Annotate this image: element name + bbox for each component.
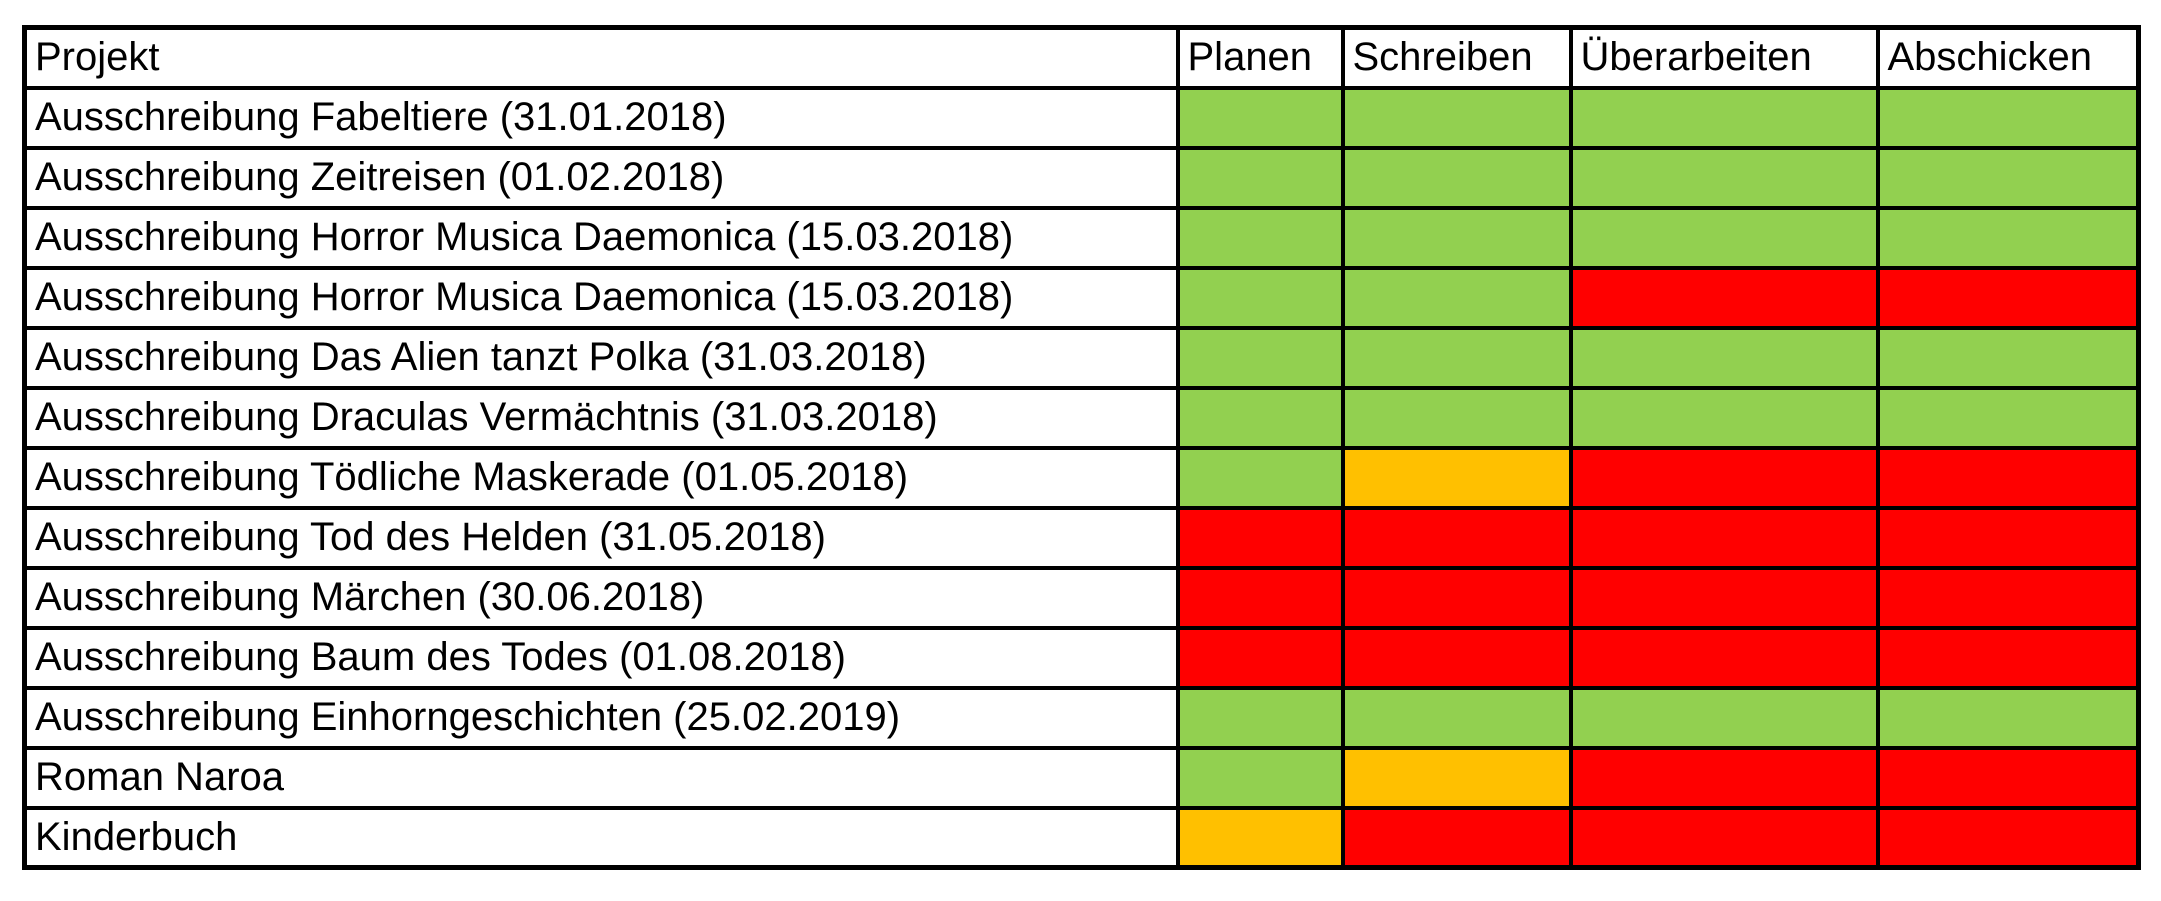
status-cell-schreiben bbox=[1340, 325, 1573, 390]
status-cell-schreiben bbox=[1340, 685, 1573, 750]
status-cell-planen bbox=[1175, 745, 1345, 810]
status-cell-abschicken bbox=[1875, 385, 2141, 450]
status-cell-ueberarbeiten bbox=[1568, 565, 1880, 630]
status-cell-schreiben bbox=[1340, 745, 1573, 810]
project-cell: Ausschreibung Das Alien tanzt Polka (31.… bbox=[22, 325, 1180, 390]
column-header-projekt: Projekt bbox=[22, 25, 1180, 90]
project-status-table-container: Projekt Planen Schreiben Überarbeiten Ab… bbox=[22, 25, 2141, 870]
project-cell: Ausschreibung Zeitreisen (01.02.2018) bbox=[22, 145, 1180, 210]
column-header-planen: Planen bbox=[1175, 25, 1345, 90]
table-row: Ausschreibung Märchen (30.06.2018) bbox=[22, 565, 2141, 630]
status-cell-ueberarbeiten bbox=[1568, 145, 1880, 210]
status-cell-abschicken bbox=[1875, 505, 2141, 570]
column-header-schreiben: Schreiben bbox=[1340, 25, 1573, 90]
status-cell-schreiben bbox=[1340, 805, 1573, 870]
status-cell-abschicken bbox=[1875, 205, 2141, 270]
project-cell: Ausschreibung Horror Musica Daemonica (1… bbox=[22, 265, 1180, 330]
status-cell-planen bbox=[1175, 685, 1345, 750]
status-cell-planen bbox=[1175, 85, 1345, 150]
status-cell-schreiben bbox=[1340, 385, 1573, 450]
column-header-ueberarbeiten: Überarbeiten bbox=[1568, 25, 1880, 90]
table-row: Roman Naroa bbox=[22, 745, 2141, 810]
table-row: Ausschreibung Fabeltiere (31.01.2018) bbox=[22, 85, 2141, 150]
status-cell-ueberarbeiten bbox=[1568, 205, 1880, 270]
status-cell-ueberarbeiten bbox=[1568, 385, 1880, 450]
status-cell-planen bbox=[1175, 505, 1345, 570]
project-cell: Ausschreibung Einhorngeschichten (25.02.… bbox=[22, 685, 1180, 750]
status-cell-schreiben bbox=[1340, 625, 1573, 690]
status-cell-planen bbox=[1175, 445, 1345, 510]
project-cell: Ausschreibung Fabeltiere (31.01.2018) bbox=[22, 85, 1180, 150]
status-cell-schreiben bbox=[1340, 505, 1573, 570]
project-status-table: Projekt Planen Schreiben Überarbeiten Ab… bbox=[22, 25, 2141, 870]
table-row: Ausschreibung Horror Musica Daemonica (1… bbox=[22, 265, 2141, 330]
table-row: Ausschreibung Einhorngeschichten (25.02.… bbox=[22, 685, 2141, 750]
status-cell-abschicken bbox=[1875, 325, 2141, 390]
status-cell-abschicken bbox=[1875, 265, 2141, 330]
status-cell-abschicken bbox=[1875, 145, 2141, 210]
project-cell: Ausschreibung Baum des Todes (01.08.2018… bbox=[22, 625, 1180, 690]
table-row: Ausschreibung Tod des Helden (31.05.2018… bbox=[22, 505, 2141, 570]
status-cell-planen bbox=[1175, 805, 1345, 870]
status-cell-abschicken bbox=[1875, 445, 2141, 510]
table-row: Ausschreibung Horror Musica Daemonica (1… bbox=[22, 205, 2141, 270]
status-cell-schreiben bbox=[1340, 145, 1573, 210]
status-cell-abschicken bbox=[1875, 745, 2141, 810]
status-cell-schreiben bbox=[1340, 265, 1573, 330]
table-row: Ausschreibung Tödliche Maskerade (01.05.… bbox=[22, 445, 2141, 510]
status-cell-ueberarbeiten bbox=[1568, 745, 1880, 810]
status-cell-abschicken bbox=[1875, 805, 2141, 870]
column-header-abschicken: Abschicken bbox=[1875, 25, 2141, 90]
table-row: Kinderbuch bbox=[22, 805, 2141, 870]
project-cell: Kinderbuch bbox=[22, 805, 1180, 870]
status-cell-ueberarbeiten bbox=[1568, 625, 1880, 690]
status-cell-schreiben bbox=[1340, 85, 1573, 150]
status-cell-planen bbox=[1175, 565, 1345, 630]
status-cell-ueberarbeiten bbox=[1568, 805, 1880, 870]
status-cell-abschicken bbox=[1875, 625, 2141, 690]
project-cell: Ausschreibung Draculas Vermächtnis (31.0… bbox=[22, 385, 1180, 450]
project-cell: Ausschreibung Horror Musica Daemonica (1… bbox=[22, 205, 1180, 270]
status-cell-ueberarbeiten bbox=[1568, 265, 1880, 330]
status-cell-ueberarbeiten bbox=[1568, 505, 1880, 570]
status-cell-planen bbox=[1175, 145, 1345, 210]
status-cell-ueberarbeiten bbox=[1568, 85, 1880, 150]
status-cell-planen bbox=[1175, 265, 1345, 330]
status-cell-planen bbox=[1175, 205, 1345, 270]
project-cell: Ausschreibung Tödliche Maskerade (01.05.… bbox=[22, 445, 1180, 510]
project-cell: Roman Naroa bbox=[22, 745, 1180, 810]
status-cell-schreiben bbox=[1340, 565, 1573, 630]
table-row: Ausschreibung Zeitreisen (01.02.2018) bbox=[22, 145, 2141, 210]
table-row: Ausschreibung Baum des Todes (01.08.2018… bbox=[22, 625, 2141, 690]
table-row: Ausschreibung Das Alien tanzt Polka (31.… bbox=[22, 325, 2141, 390]
status-cell-ueberarbeiten bbox=[1568, 325, 1880, 390]
status-cell-abschicken bbox=[1875, 85, 2141, 150]
table-body: Ausschreibung Fabeltiere (31.01.2018) Aus… bbox=[22, 85, 2141, 870]
project-cell: Ausschreibung Märchen (30.06.2018) bbox=[22, 565, 1180, 630]
status-cell-abschicken bbox=[1875, 685, 2141, 750]
status-cell-abschicken bbox=[1875, 565, 2141, 630]
project-cell: Ausschreibung Tod des Helden (31.05.2018… bbox=[22, 505, 1180, 570]
header-row: Projekt Planen Schreiben Überarbeiten Ab… bbox=[22, 25, 2141, 90]
status-cell-schreiben bbox=[1340, 445, 1573, 510]
status-cell-planen bbox=[1175, 325, 1345, 390]
table-row: Ausschreibung Draculas Vermächtnis (31.0… bbox=[22, 385, 2141, 450]
status-cell-planen bbox=[1175, 625, 1345, 690]
status-cell-ueberarbeiten bbox=[1568, 685, 1880, 750]
status-cell-schreiben bbox=[1340, 205, 1573, 270]
status-cell-planen bbox=[1175, 385, 1345, 450]
status-cell-ueberarbeiten bbox=[1568, 445, 1880, 510]
